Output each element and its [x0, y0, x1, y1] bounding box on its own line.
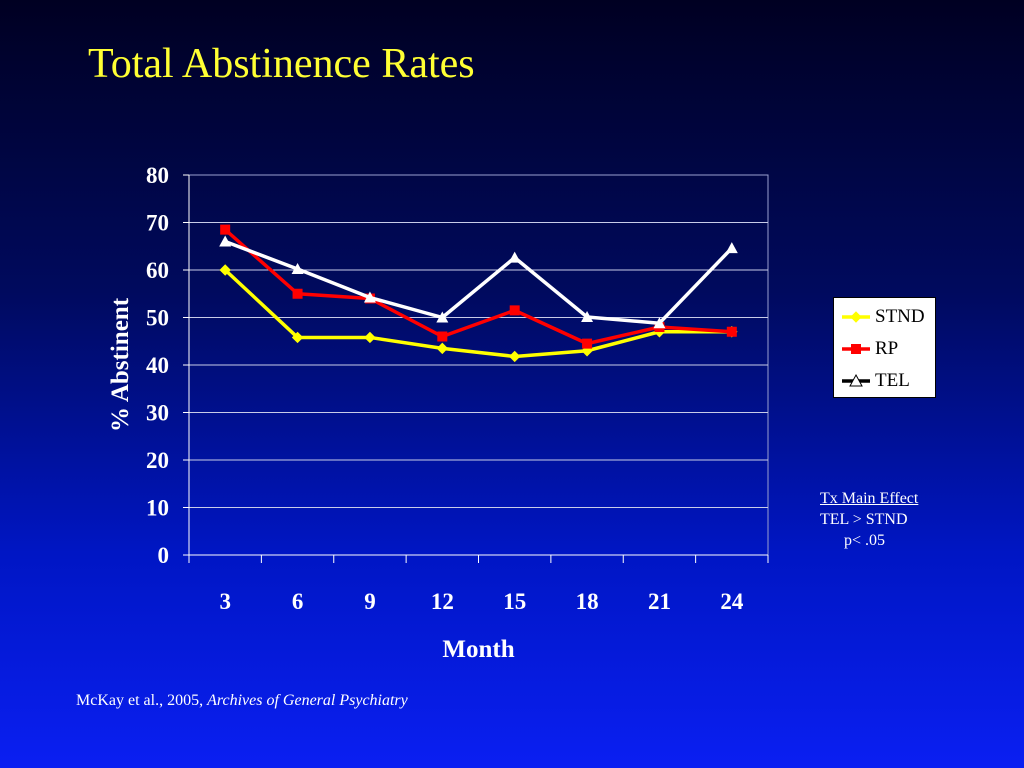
x-tick-label: 3 [219, 589, 231, 614]
legend-item-rp: RP [840, 337, 898, 361]
legend-marker-tel [849, 373, 863, 387]
x-tick-label: 24 [720, 589, 744, 614]
legend-label-rp: RP [875, 338, 899, 359]
series-tel [219, 235, 738, 329]
series-stnd [219, 264, 738, 363]
y-tick-label: 60 [146, 258, 169, 283]
data-point-stnd [219, 264, 231, 276]
citation: McKay et al., 2005, Archives of General … [76, 692, 408, 710]
y-tick-label: 40 [146, 353, 169, 378]
legend-label-stnd: STND [875, 306, 925, 327]
data-point-tel [508, 251, 521, 263]
annotation-comparison: TEL > STND [820, 511, 908, 528]
x-tick-label: 21 [648, 589, 671, 614]
legend-item-stnd: STND [840, 305, 925, 329]
legend-swatch-tel [842, 373, 870, 387]
series-line-tel [224, 239, 734, 325]
data-point-tel [581, 311, 594, 323]
x-tick-label: 12 [431, 589, 454, 614]
data-point-stnd [436, 342, 449, 355]
data-point-tel [363, 291, 376, 303]
slide-title: Total Abstinence Rates [88, 41, 475, 87]
x-tick-label: 6 [292, 589, 304, 614]
y-tick-label: 10 [146, 496, 169, 521]
legend-swatch-stnd [842, 311, 870, 323]
data-point-rp [437, 331, 448, 342]
annotation-pvalue: p< .05 [844, 532, 886, 549]
data-point-rp [220, 224, 231, 235]
data-point-tel [725, 242, 738, 254]
y-tick-label: 30 [146, 401, 169, 426]
data-point-stnd [508, 350, 521, 363]
x-axis-title: Month [442, 636, 514, 663]
x-tick-label: 18 [576, 589, 599, 614]
annotation-heading: Tx Main Effect [820, 490, 919, 507]
y-tick-label: 70 [146, 211, 169, 236]
y-tick-label: 20 [146, 448, 169, 473]
citation-authors: McKay et al., 2005, [76, 692, 208, 709]
y-tick-label: 80 [146, 163, 169, 188]
data-point-tel [436, 311, 449, 323]
data-point-stnd [364, 331, 376, 344]
data-point-tel [653, 317, 666, 329]
legend-marker-rp [851, 344, 861, 354]
series-line-rp [224, 228, 732, 346]
data-point-rp [509, 305, 520, 316]
data-point-tel [219, 235, 232, 247]
data-point-rp [726, 326, 737, 337]
chart-legend: STND RP TEL [833, 297, 936, 398]
legend-item-tel: TEL [840, 369, 910, 393]
series-line-stnd [223, 268, 732, 359]
x-tick-label: 9 [364, 589, 376, 614]
stats-annotation: Tx Main Effect TEL > STND p< .05 [820, 488, 918, 551]
x-tick-label: 15 [503, 589, 526, 614]
y-tick-label: 0 [158, 543, 170, 568]
data-point-rp [292, 288, 303, 299]
data-point-tel [291, 263, 304, 275]
data-point-rp [582, 338, 593, 349]
data-point-stnd [291, 331, 304, 344]
citation-journal: Archives of General Psychiatry [207, 692, 408, 709]
y-tick-label: 50 [146, 306, 169, 331]
legend-swatch-rp [842, 344, 870, 354]
y-axis-title: % Abstinent [107, 297, 134, 432]
legend-marker-stnd [850, 311, 862, 323]
legend-label-tel: TEL [875, 370, 910, 391]
